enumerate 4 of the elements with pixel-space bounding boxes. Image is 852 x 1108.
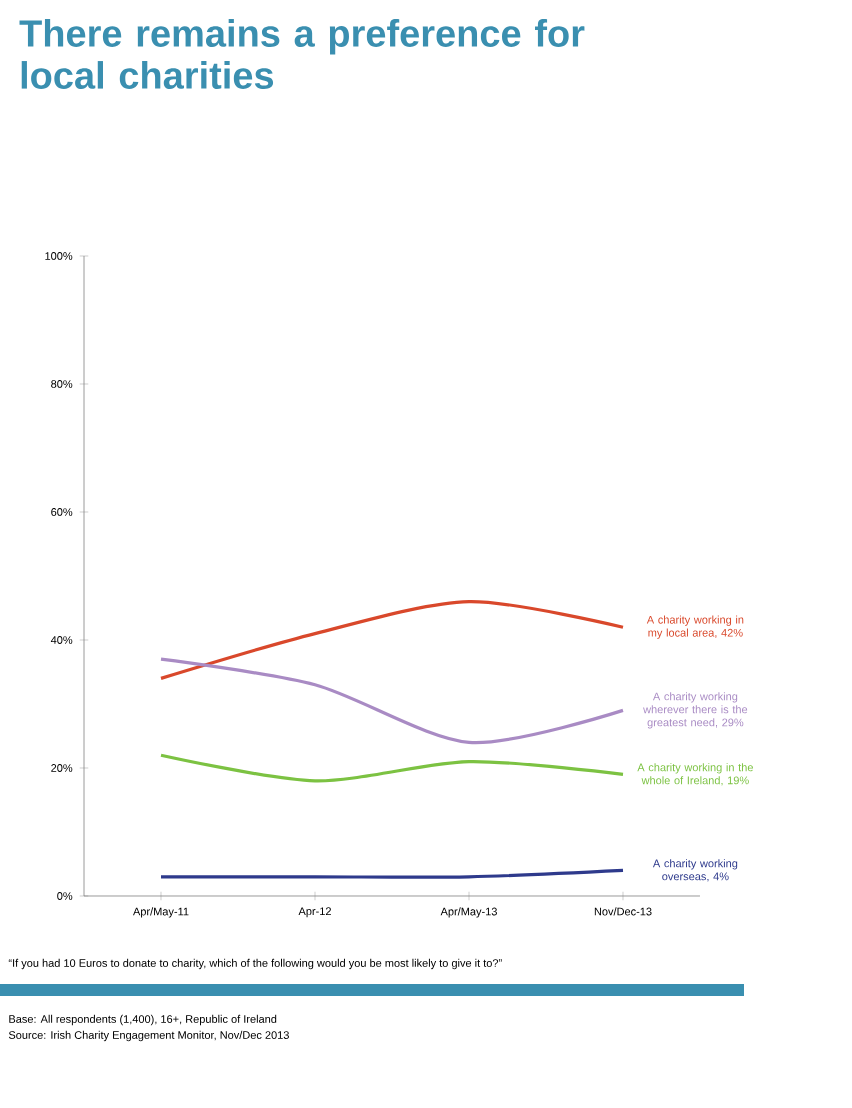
line-series [159, 753, 625, 783]
line-series [159, 599, 625, 680]
chart-title: There remains a preference for local charities [19, 19, 585, 89]
line-series [159, 657, 625, 745]
